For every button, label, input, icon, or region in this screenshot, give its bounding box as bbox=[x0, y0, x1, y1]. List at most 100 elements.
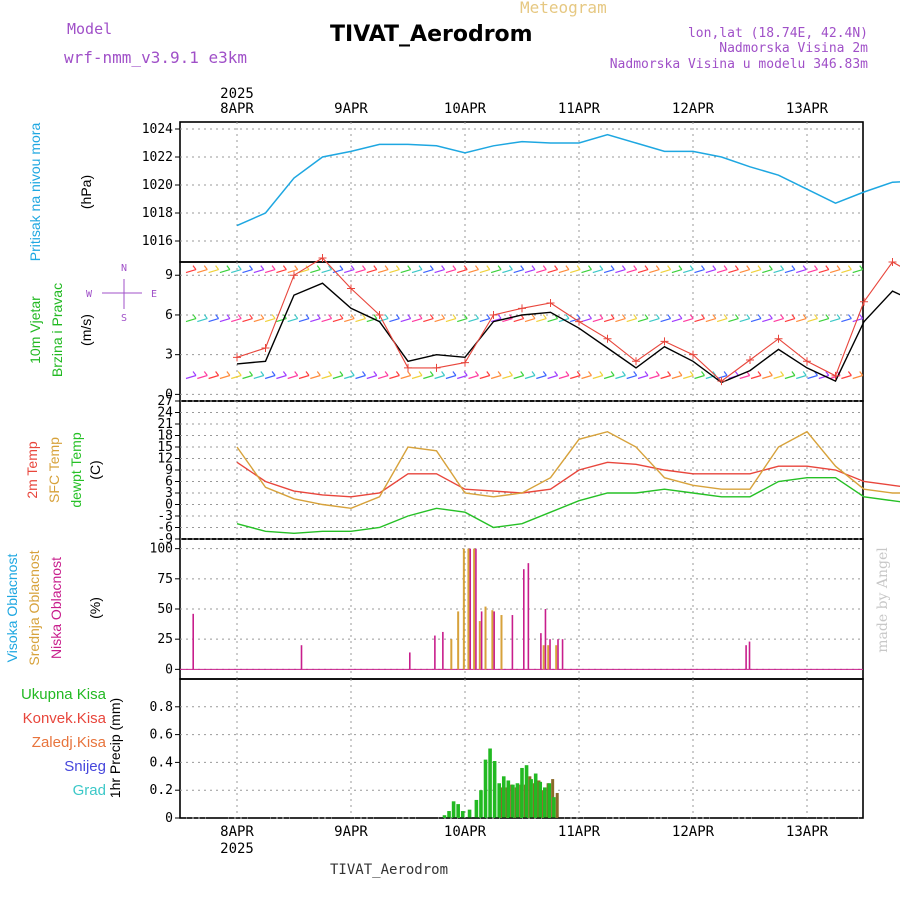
wind-barb bbox=[565, 265, 570, 270]
wind-barb bbox=[355, 374, 366, 380]
wind-barb bbox=[276, 374, 287, 380]
wind-barb bbox=[350, 265, 355, 270]
wind-barb bbox=[475, 314, 479, 319]
wind-barb bbox=[683, 374, 694, 380]
wind-barb bbox=[814, 314, 818, 319]
wind-barb bbox=[226, 265, 231, 270]
wind-barb bbox=[362, 371, 366, 376]
wind-barb bbox=[316, 314, 321, 319]
wind-barb bbox=[570, 374, 581, 380]
wind-barb bbox=[746, 265, 751, 270]
wind-barb bbox=[423, 374, 434, 380]
wind-barb bbox=[576, 371, 581, 376]
wind-barb bbox=[780, 265, 785, 270]
wind-barb bbox=[310, 317, 321, 323]
wind-barb bbox=[637, 317, 649, 323]
wind-barb bbox=[728, 269, 739, 274]
precip-bar-total bbox=[442, 815, 447, 818]
wind-barb bbox=[490, 269, 502, 274]
wind-barb bbox=[475, 371, 479, 376]
model-elevation-label: Nadmorska Visina u modelu 346.83m bbox=[609, 57, 868, 72]
wind-barb bbox=[599, 371, 604, 376]
wind-barb bbox=[852, 269, 863, 274]
wind-barb bbox=[226, 371, 231, 376]
gust-marker bbox=[575, 317, 583, 326]
wind-barb bbox=[287, 317, 298, 323]
precip-legend-item: Konvek.Kisa bbox=[23, 710, 107, 727]
gust-marker bbox=[290, 271, 298, 280]
gust-marker bbox=[233, 353, 241, 362]
wind-barb bbox=[716, 269, 728, 274]
wind-barb bbox=[644, 314, 649, 319]
wind-barb bbox=[253, 269, 264, 274]
wind-barb bbox=[452, 265, 457, 270]
wind-barb bbox=[689, 371, 694, 376]
wind-barb bbox=[203, 265, 208, 270]
wind-barb bbox=[407, 265, 412, 270]
wind-barb bbox=[407, 314, 412, 319]
wind-barb bbox=[667, 265, 672, 270]
cloud-axis-title-2: Srednja Oblacnost bbox=[26, 550, 42, 665]
wind-barb bbox=[683, 269, 694, 274]
wind-barb bbox=[377, 374, 389, 380]
wind-barb bbox=[576, 265, 581, 270]
wind-barb bbox=[321, 269, 332, 274]
wind-barb bbox=[599, 314, 604, 319]
x-tick-label-top: 12APR bbox=[672, 101, 715, 117]
compass-n: N bbox=[121, 263, 127, 274]
wind-barb bbox=[644, 265, 649, 270]
wind-barb bbox=[807, 317, 818, 323]
wind-barb bbox=[237, 265, 242, 270]
wind-barb bbox=[411, 269, 423, 274]
wind-barb bbox=[633, 371, 638, 376]
gust-marker bbox=[632, 357, 640, 366]
wind-barb bbox=[287, 374, 298, 380]
wind-barb bbox=[203, 371, 208, 376]
wind-barb bbox=[671, 269, 683, 274]
wind-barb bbox=[581, 374, 592, 380]
wind-barb bbox=[271, 314, 276, 319]
pressure-axis-title: Pritisak na nivou mora bbox=[27, 123, 43, 262]
wind-barb bbox=[384, 265, 389, 270]
wind-barb bbox=[332, 374, 344, 380]
wind-barb bbox=[305, 371, 310, 376]
wind-barb bbox=[355, 317, 366, 323]
wind-barb bbox=[463, 265, 468, 270]
wind-barb bbox=[671, 317, 683, 323]
wind-barb bbox=[373, 265, 378, 270]
wind-barb bbox=[750, 374, 762, 380]
gust-marker bbox=[831, 371, 840, 380]
wind-barb bbox=[859, 265, 864, 270]
wind-barb bbox=[825, 265, 830, 270]
temp-axis-title-3: dewpt Temp bbox=[68, 432, 84, 507]
wind-barb bbox=[705, 269, 716, 274]
wind-barb bbox=[231, 269, 242, 274]
wind-barb bbox=[418, 265, 423, 270]
wind-barb bbox=[694, 269, 705, 274]
wind-barb bbox=[411, 317, 423, 323]
wind-barb bbox=[192, 371, 197, 376]
wind-barb bbox=[407, 371, 412, 376]
wind-barb bbox=[836, 265, 841, 270]
wind-barb bbox=[400, 317, 411, 323]
wind-barb bbox=[468, 317, 479, 323]
wind-barb bbox=[479, 374, 490, 380]
wind-barb bbox=[649, 269, 660, 274]
wind-barb bbox=[362, 265, 366, 270]
wind-barb bbox=[531, 265, 536, 270]
cloud-bar-low bbox=[434, 635, 436, 670]
wind-barb bbox=[626, 317, 637, 323]
wind-barb bbox=[565, 314, 570, 319]
wind-barb bbox=[554, 265, 559, 270]
wind-barb bbox=[231, 374, 242, 380]
wind-barb bbox=[264, 269, 276, 274]
x-tick-label-top: 9APR bbox=[334, 101, 368, 117]
wind-barb bbox=[588, 371, 592, 376]
wind-barb bbox=[231, 317, 242, 323]
wind-barb bbox=[814, 265, 818, 270]
wind-barb bbox=[316, 265, 321, 270]
wind-barb bbox=[723, 371, 728, 376]
gust-marker bbox=[404, 363, 412, 372]
cloud-bar-low bbox=[561, 639, 564, 670]
